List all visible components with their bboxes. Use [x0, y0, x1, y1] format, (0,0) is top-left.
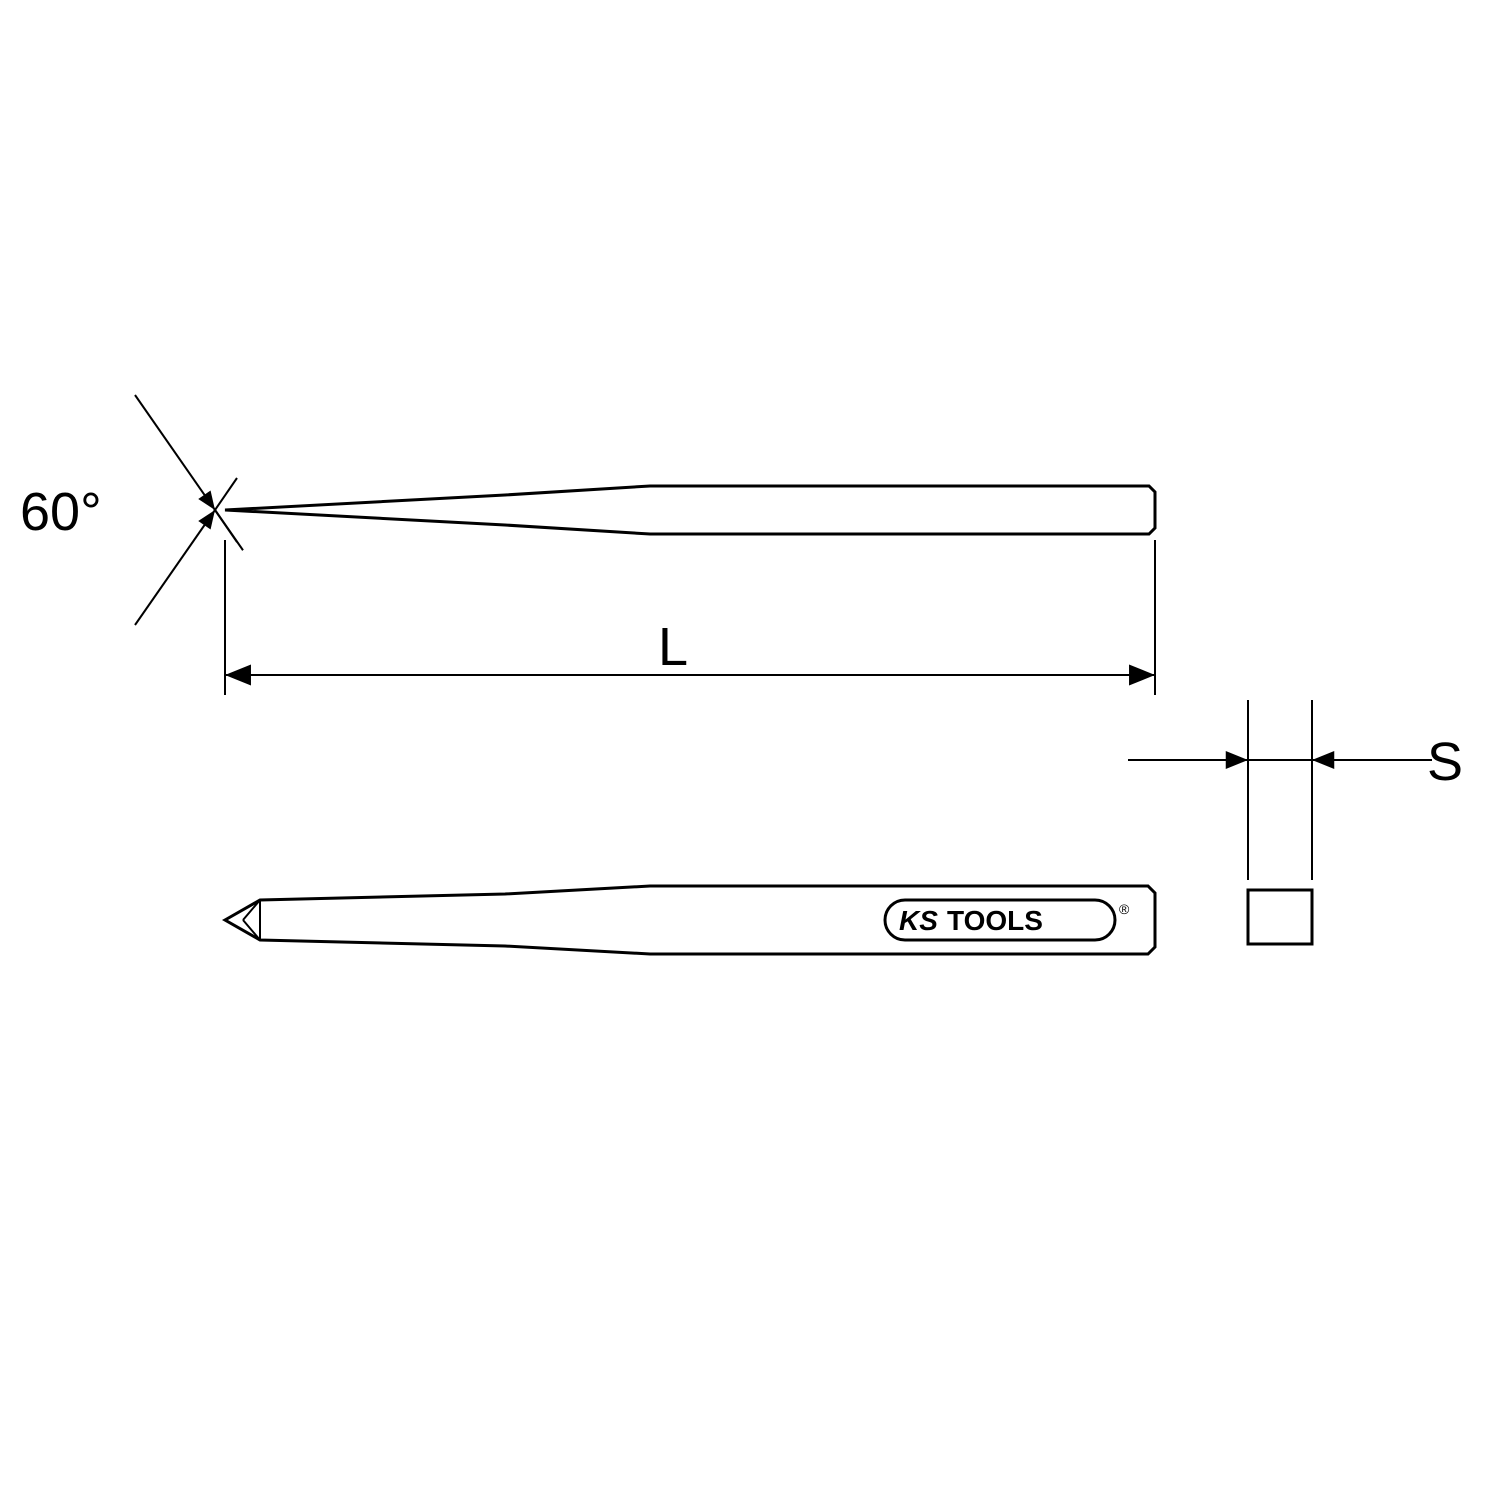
svg-text:TOOLS: TOOLS [947, 905, 1043, 936]
technical-drawing: 60° L S KS TOOLS ® [0, 0, 1500, 1500]
length-label: L [658, 617, 688, 677]
tool-side-view [225, 486, 1155, 534]
svg-text:®: ® [1119, 901, 1130, 917]
width-label: S [1427, 732, 1463, 792]
brand-badge: KS TOOLS ® [885, 900, 1130, 940]
cross-section [1248, 890, 1312, 944]
svg-text:KS: KS [899, 905, 938, 936]
angle-label: 60° [20, 482, 102, 542]
